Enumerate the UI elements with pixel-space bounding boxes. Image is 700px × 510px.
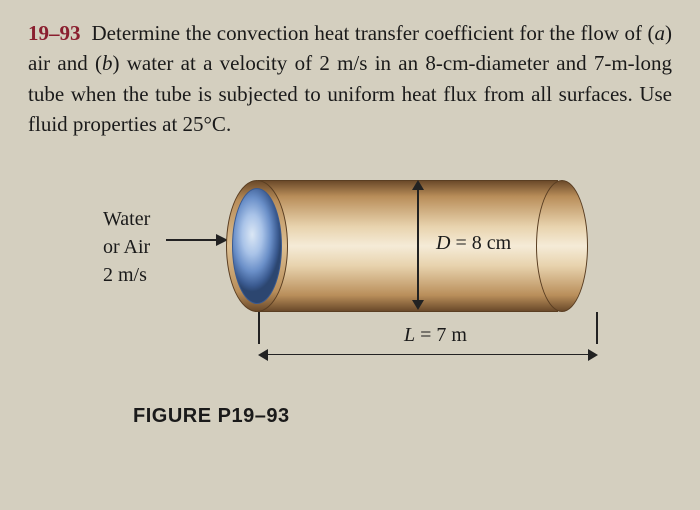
part-b: b <box>102 51 113 75</box>
page: 19–93 Determine the convection heat tran… <box>0 0 700 450</box>
tube <box>228 180 578 310</box>
flow-line3: 2 m/s <box>103 261 150 289</box>
problem-statement: 19–93 Determine the convection heat tran… <box>28 18 672 140</box>
d-var: D <box>436 232 450 254</box>
tick-right <box>596 312 598 344</box>
arrow-right-icon <box>588 349 598 361</box>
tick-left <box>258 312 260 344</box>
text-p3: ) water at a velocity of 2 m/s in an 8-c… <box>28 51 672 136</box>
arrow-down-icon <box>412 300 424 310</box>
tube-right-cap <box>536 180 588 312</box>
length-dimension <box>258 345 598 365</box>
l-var: L <box>404 324 415 346</box>
d-val: = 8 cm <box>450 232 511 254</box>
figure: Water or Air 2 m/s D = 8 cm L = 7 m <box>28 170 672 450</box>
dim-h-line <box>266 354 590 356</box>
flow-label: Water or Air 2 m/s <box>103 205 150 289</box>
tube-inlet-fluid <box>232 188 282 304</box>
flow-arrow-icon <box>166 239 226 241</box>
figure-caption: FIGURE P19–93 <box>133 405 290 428</box>
flow-line2: or Air <box>103 233 150 261</box>
diameter-dimension <box>408 180 428 310</box>
text-p1: Determine the convection heat transfer c… <box>92 21 655 45</box>
dim-vert-line <box>417 185 419 305</box>
length-label: L = 7 m <box>398 324 473 347</box>
problem-number: 19–93 <box>28 21 81 45</box>
l-val: = 7 m <box>415 324 467 346</box>
part-a: a <box>655 21 666 45</box>
diameter-label: D = 8 cm <box>436 232 511 255</box>
flow-line1: Water <box>103 205 150 233</box>
